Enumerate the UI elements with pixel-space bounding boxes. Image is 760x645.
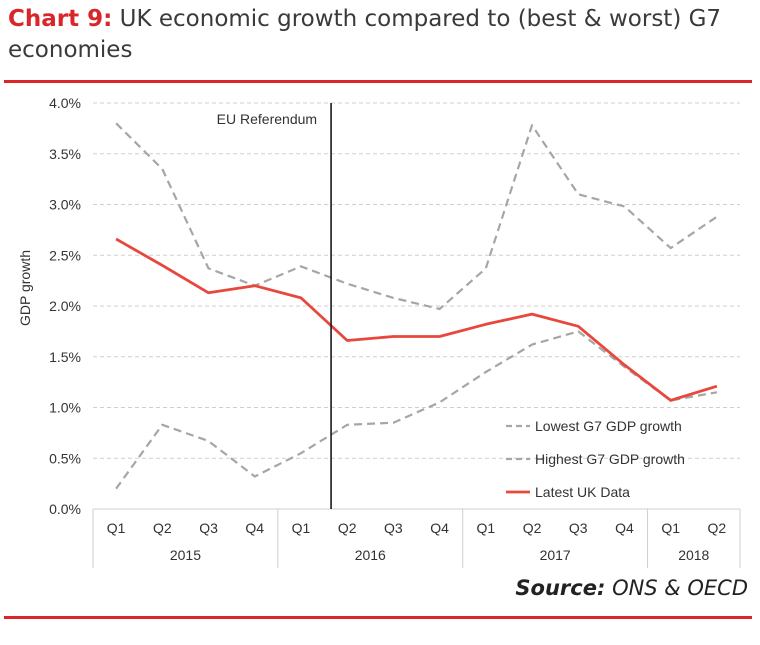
x-axis: Q1 Q2 Q3 Q4 Q1 Q2 Q3 Q4 Q1 Q2 Q3 Q4 Q1 Q2 2015 2016 2017… [92, 508, 741, 568]
x-tick-label: Q1 [476, 520, 495, 536]
x-tick-label: Q2 [523, 520, 542, 536]
x-tick-label: Q4 [615, 520, 634, 536]
bottom-divider [4, 616, 752, 619]
source-label: Source: [515, 576, 606, 600]
chart-number: Chart 9: [8, 6, 113, 32]
y-tick-label: 0.0% [49, 501, 81, 517]
series-line [115, 237, 718, 402]
top-divider [4, 80, 752, 83]
y-axis: 0.0% 0.5% 1.0% 1.5% 2.0% 2.5% 3.0% 3.5% 4.0% [49, 95, 81, 517]
x-tick-label: Q3 [569, 520, 588, 536]
chart-title: Chart 9: UK economic growth compared to … [8, 4, 748, 66]
x-tick-label: Q2 [338, 520, 357, 536]
source-note: Source: ONS & OECD [515, 576, 748, 600]
legend-label: Highest G7 GDP growth [535, 451, 685, 467]
legend-label: Lowest G7 GDP growth [535, 418, 682, 434]
y-tick-label: 4.0% [49, 95, 81, 111]
y-tick-label: 0.5% [49, 450, 81, 466]
series-line [115, 122, 718, 311]
annotation-label: EU Referendum [217, 111, 317, 127]
y-tick-label: 2.5% [49, 247, 81, 263]
x-tick-label: Q2 [153, 520, 172, 536]
series-lines [115, 122, 718, 490]
y-tick-label: 3.5% [49, 146, 81, 162]
legend-label: Latest UK Data [535, 484, 630, 500]
x-tick-label: Q1 [292, 520, 311, 536]
gridlines [93, 102, 740, 459]
x-tick-label: Q3 [199, 520, 218, 536]
x-tick-label: Q1 [661, 520, 680, 536]
annotation: EU Referendum [217, 103, 332, 509]
y-axis-label: GDP growth [17, 250, 33, 326]
year-group-label: 2018 [678, 547, 709, 563]
x-tick-label: Q4 [430, 520, 449, 536]
x-tick-label: Q2 [708, 520, 727, 536]
chart-title-text: UK economic growth compared to (best & w… [8, 6, 722, 63]
x-tick-label: Q4 [245, 520, 264, 536]
year-group-label: 2016 [355, 547, 386, 563]
year-group-label: 2015 [170, 547, 201, 563]
y-tick-label: 1.5% [49, 349, 81, 365]
year-group-label: 2017 [540, 547, 571, 563]
y-tick-label: 2.0% [49, 298, 81, 314]
legend: Lowest G7 GDP growth Highest G7 GDP growt… [506, 418, 685, 500]
series-line [115, 330, 718, 490]
y-tick-label: 1.0% [49, 400, 81, 416]
y-tick-label: 3.0% [49, 197, 81, 213]
source-value: ONS & OECD [612, 576, 748, 600]
x-tick-label: Q3 [384, 520, 403, 536]
x-tick-label: Q1 [107, 520, 126, 536]
